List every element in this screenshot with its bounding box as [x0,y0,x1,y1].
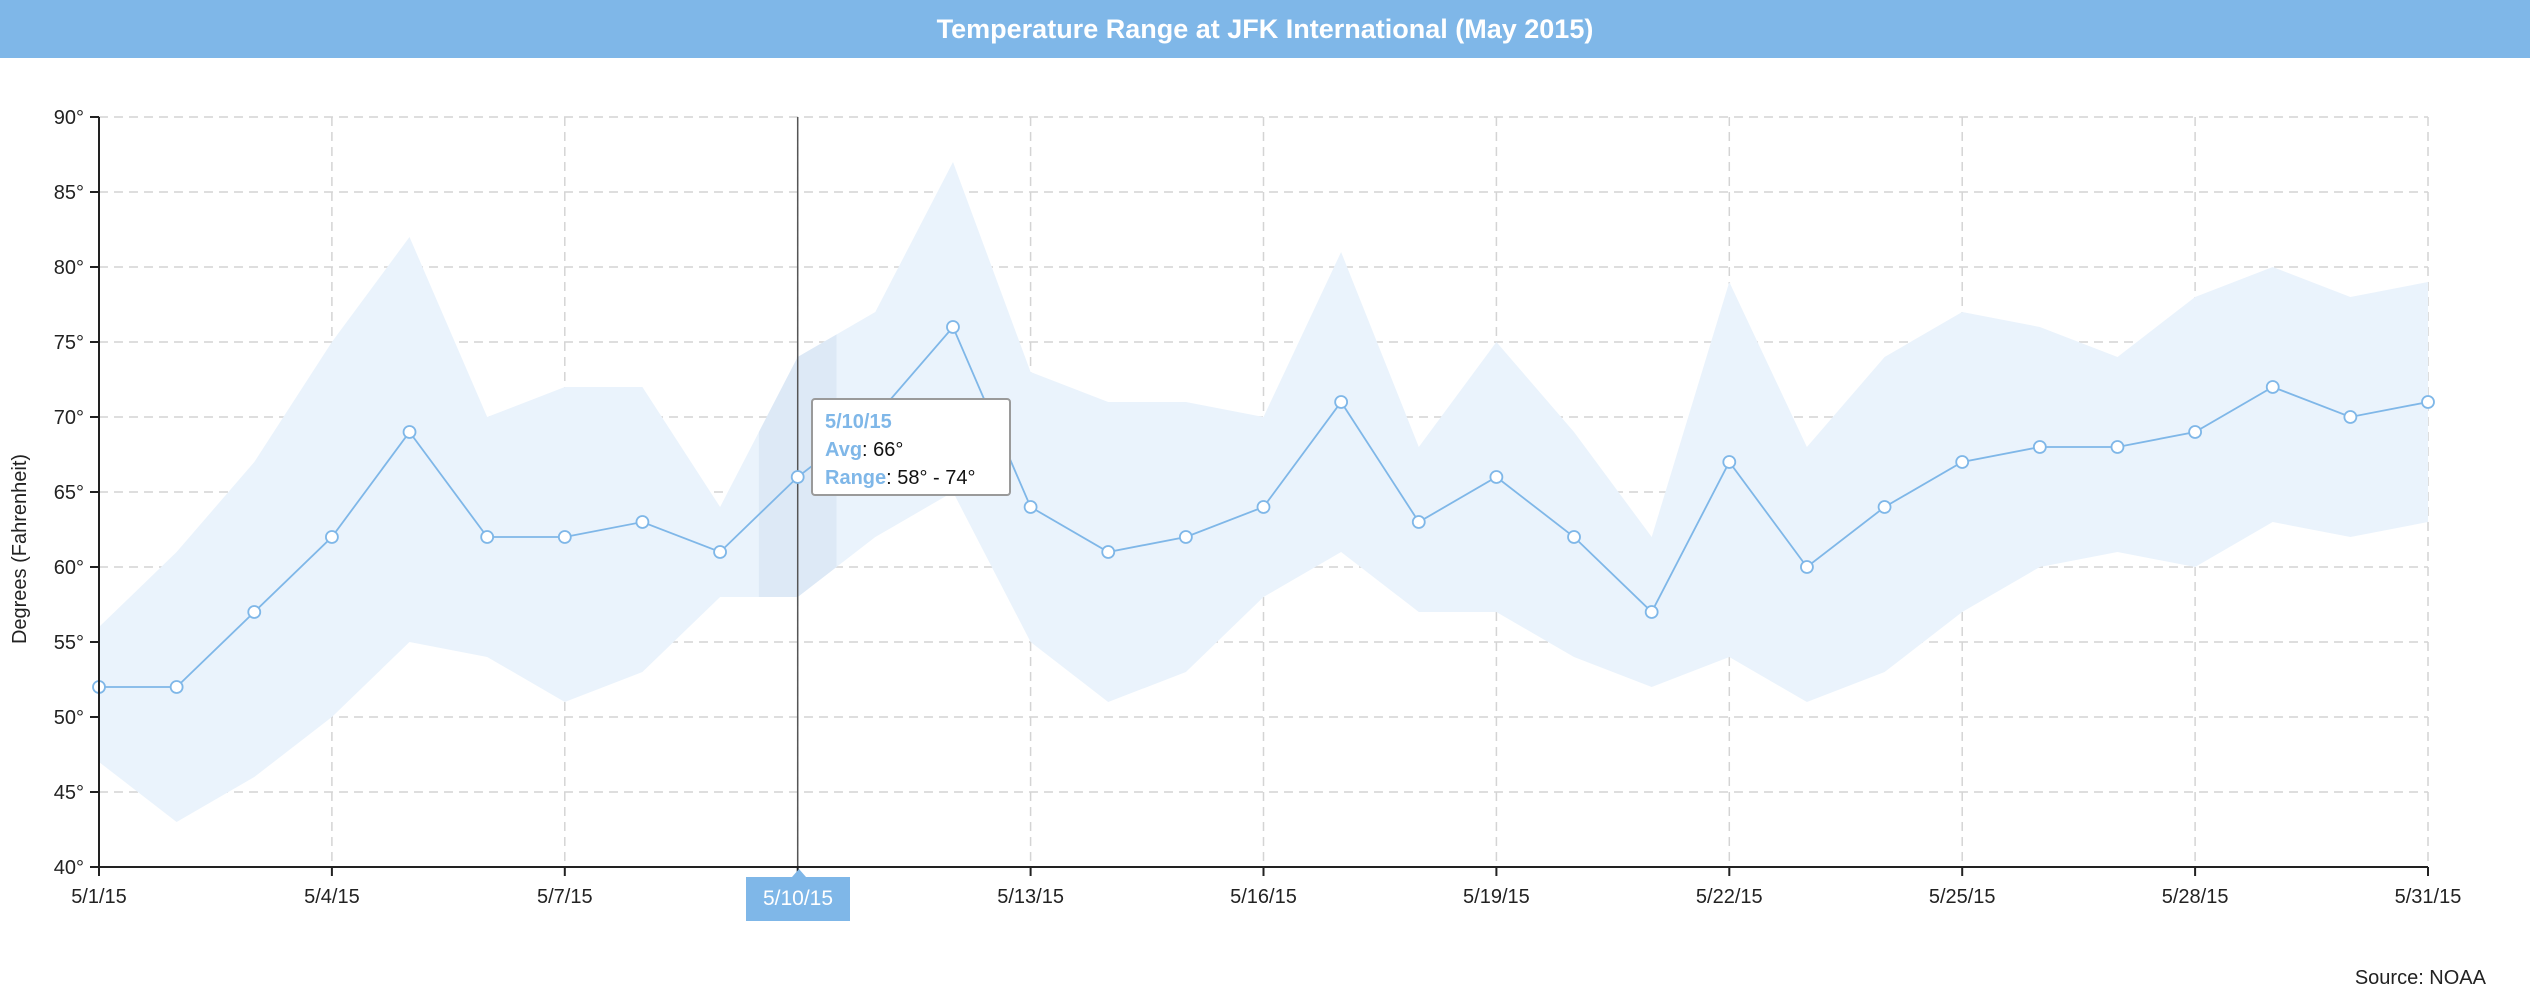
tooltip-avg-label: Avg [825,439,863,461]
average-point[interactable] [2110,440,2125,454]
x-tick-label: 5/31/15 [2395,886,2462,908]
average-point[interactable] [1256,500,1271,514]
x-tick-label: 5/13/15 [997,886,1064,908]
tooltip-range-row: Range: 58° - 74° [825,464,997,492]
average-point[interactable] [1877,500,1892,514]
y-tick-label: 80° [54,257,84,279]
y-axis-label: Degrees (Fahrenheit) [9,454,31,644]
range-band-area [99,162,2428,822]
average-point[interactable] [1023,500,1038,514]
tooltip-avg-row: Avg: 66° [825,436,997,464]
average-point[interactable] [790,470,805,484]
average-point[interactable] [713,545,727,559]
y-tick-label: 40° [54,857,84,879]
average-point[interactable] [402,425,417,439]
chart-title: Temperature Range at JFK International (… [0,0,2530,58]
average-point[interactable] [1178,530,1193,544]
source-note: Source: NOAA [2354,967,2486,989]
average-point[interactable] [1411,515,1426,529]
average-point[interactable] [1955,455,1970,469]
chart-plot[interactable]: 40° 45° 50° 55° 60° 65° 70° 75° 80° 85° 90° 5/1/15 5… [0,58,2530,938]
y-tick-label: 45° [54,782,84,804]
average-point[interactable] [480,530,495,544]
x-tick-label: 5/16/15 [1230,886,1297,908]
x-tick-label: 5/7/15 [537,886,593,908]
average-point[interactable] [2343,410,2358,424]
average-point[interactable] [1489,470,1504,484]
average-point[interactable] [635,515,650,529]
x-tick-label: 5/19/15 [1463,886,1530,908]
y-tick-label: 65° [54,482,84,504]
y-tick-label: 50° [54,707,84,729]
x-hover-flag: 5/10/15 [746,877,850,921]
average-point[interactable] [169,680,184,694]
average-point[interactable] [2421,395,2435,409]
average-point[interactable] [247,605,262,619]
average-point[interactable] [324,530,339,544]
y-tick-label: 90° [54,107,84,129]
average-line [92,117,2435,867]
hover-tooltip: 5/10/15 Avg: 66° Range: 58° - 74° [811,398,1011,496]
average-point[interactable] [1800,560,1814,574]
x-hover-flag-arrow [792,869,806,877]
average-point[interactable] [2188,425,2203,439]
y-tick-label: 70° [54,407,84,429]
average-point[interactable] [1334,395,1349,409]
average-point[interactable] [557,530,572,544]
tooltip-range-value: : 58° - 74° [886,467,976,489]
x-tick-label: 5/1/15 [71,886,127,908]
tooltip-range-label: Range [825,467,887,489]
average-point[interactable] [1101,545,1116,559]
axes: 40° 45° 50° 55° 60° 65° 70° 75° 80° 85° 90° 5/1/15 5… [54,107,2462,908]
y-tick-label: 85° [54,182,84,204]
average-point[interactable] [946,320,960,334]
average-point[interactable] [1567,530,1581,544]
y-tick-label: 75° [54,332,84,354]
average-point[interactable] [1644,605,1659,619]
average-point[interactable] [1722,455,1737,469]
y-tick-label: 55° [54,632,84,654]
x-tick-label: 5/28/15 [2162,886,2229,908]
x-tick-label: 5/4/15 [304,886,360,908]
tooltip-date: 5/10/15 [825,411,892,433]
tooltip-avg-value: : 66° [862,439,904,461]
y-tick-label: 60° [54,557,84,579]
average-point[interactable] [2265,380,2280,394]
x-tick-label: 5/25/15 [1929,886,1996,908]
x-tick-label: 5/22/15 [1696,886,1763,908]
average-point[interactable] [2032,440,2047,454]
